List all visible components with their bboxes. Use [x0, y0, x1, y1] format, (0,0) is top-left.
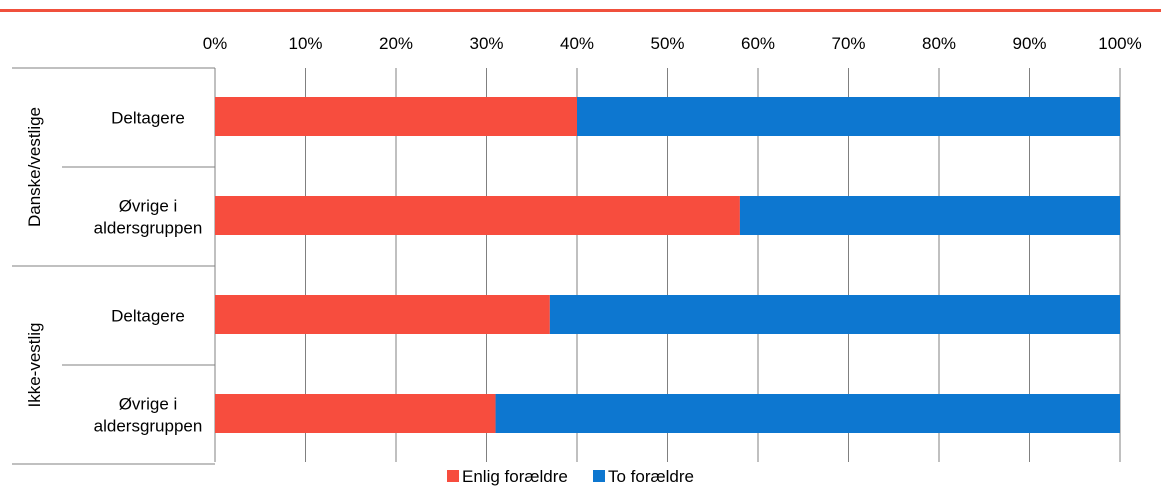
category-label: aldersgruppen	[94, 219, 203, 238]
x-tick-label: 40%	[560, 34, 594, 53]
x-tick-label: 50%	[650, 34, 684, 53]
top-accent-rule	[0, 9, 1161, 12]
x-tick-label: 70%	[831, 34, 865, 53]
x-tick-label: 0%	[203, 34, 228, 53]
category-label: aldersgruppen	[94, 417, 203, 436]
x-tick-label: 10%	[288, 34, 322, 53]
x-tick-label: 30%	[469, 34, 503, 53]
bar-segment-to-for-ldre	[549, 295, 1120, 334]
bar-segment-enlig-for-ldre	[215, 295, 550, 334]
x-tick-label: 60%	[741, 34, 775, 53]
bar-segment-enlig-for-ldre	[215, 394, 496, 433]
bar-segment-to-for-ldre	[495, 394, 1120, 433]
x-tick-label: 20%	[379, 34, 413, 53]
category-label: Øvrige i	[119, 395, 178, 414]
bar-segment-to-for-ldre	[739, 196, 1120, 235]
bar-segment-enlig-for-ldre	[215, 97, 577, 136]
bar-segment-to-for-ldre	[577, 97, 1120, 136]
x-tick-label: 100%	[1098, 34, 1141, 53]
legend-swatch	[593, 470, 605, 482]
legend-label: To forældre	[608, 467, 694, 486]
group-label: Ikke-vestlig	[25, 322, 44, 407]
x-tick-label: 80%	[922, 34, 956, 53]
legend-label: Enlig forældre	[462, 467, 568, 486]
category-label: Øvrige i	[119, 197, 178, 216]
group-label: Danske/vestlige	[25, 107, 44, 227]
category-label: Deltagere	[111, 109, 185, 128]
x-tick-label: 90%	[1012, 34, 1046, 53]
category-label: Deltagere	[111, 307, 185, 326]
legend-swatch	[447, 470, 459, 482]
bar-segment-enlig-for-ldre	[215, 196, 740, 235]
